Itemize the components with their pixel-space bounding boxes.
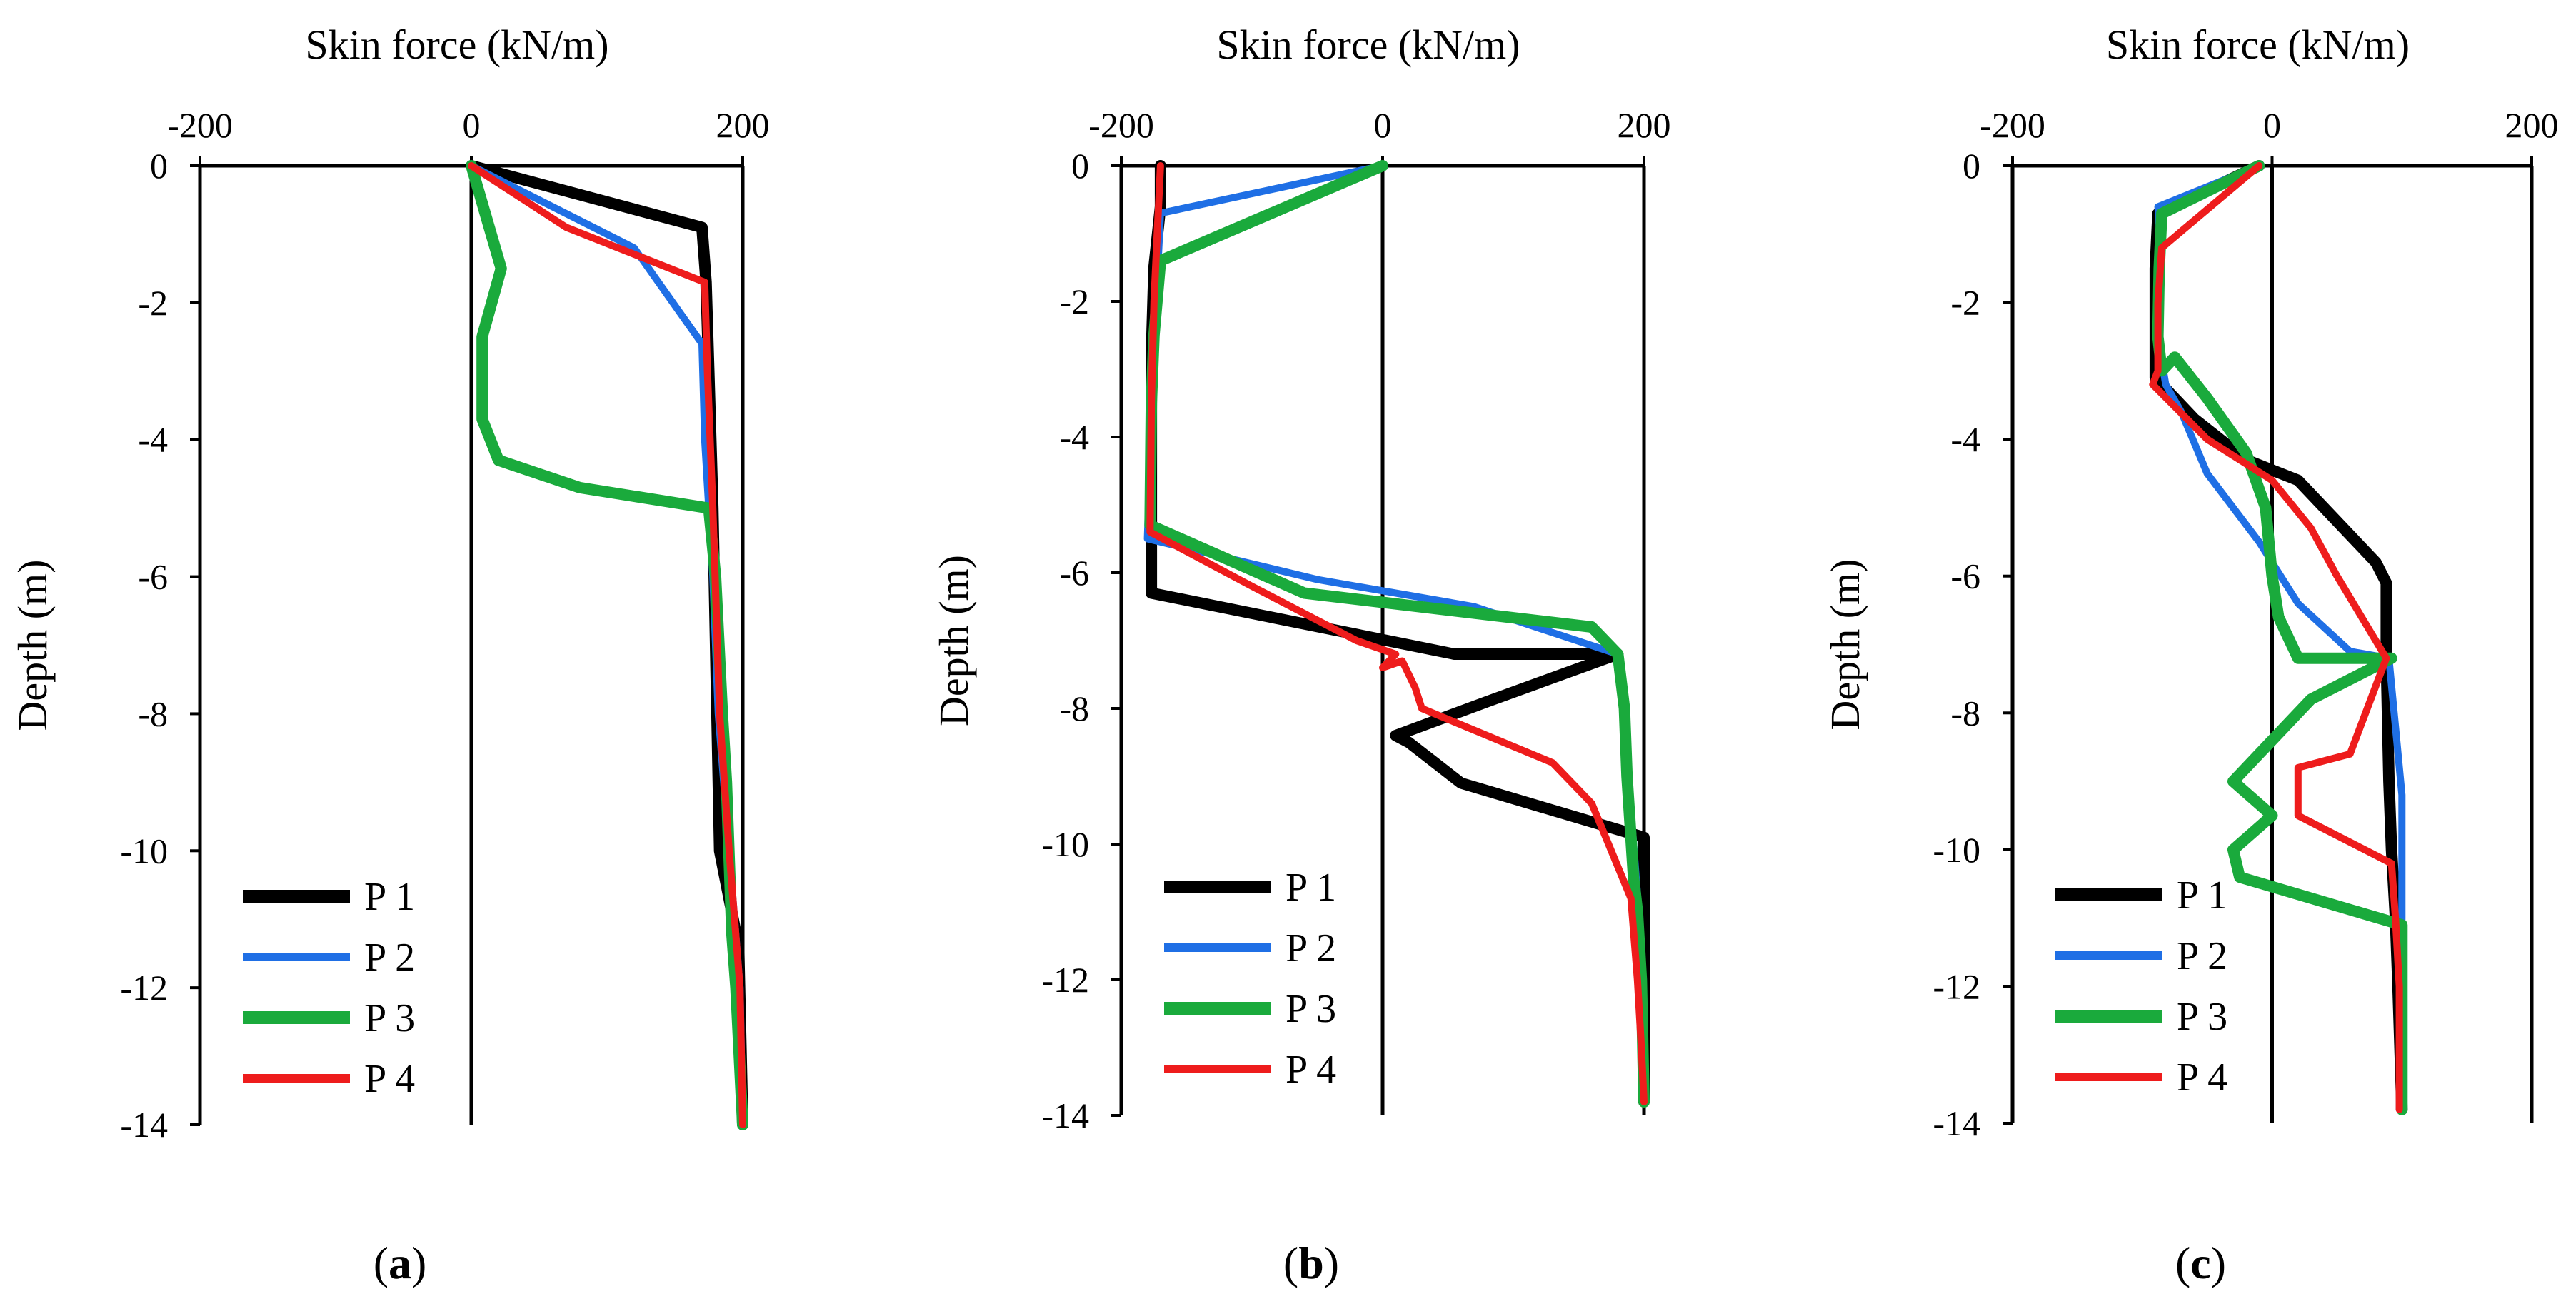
x-axis-title: Skin force (kN/m): [1216, 21, 1520, 68]
y-tick-label: -10: [1933, 830, 1980, 870]
legend-label-p1: P 1: [364, 875, 415, 919]
panel-label: (c): [2175, 1238, 2226, 1288]
series-line-p4: [468, 162, 746, 1128]
x-tick-label: 0: [1374, 105, 1392, 145]
panel-label: (a): [374, 1238, 427, 1288]
series-line-p1: [1146, 160, 1650, 1108]
y-tick-label: -12: [1041, 960, 1089, 1000]
y-tick-label: -4: [138, 420, 168, 460]
series-line-p4: [1146, 162, 1648, 1105]
y-tick-label: -6: [138, 557, 168, 597]
y-tick-label: -4: [1059, 417, 1089, 457]
series-line-p4: [2149, 162, 2403, 1113]
y-tick-label: -8: [1950, 693, 1980, 733]
x-tick-label: -200: [167, 105, 233, 145]
x-tick-label: 0: [2263, 105, 2281, 145]
legend-label-p2: P 2: [1286, 926, 1336, 971]
y-tick-label: -2: [1950, 283, 1980, 323]
y-tick-label: -8: [1059, 688, 1089, 728]
x-tick-label: -200: [1980, 105, 2045, 145]
legend-label-p4: P 4: [1286, 1048, 1336, 1092]
series-line-p3: [466, 160, 748, 1130]
y-tick-label: -2: [1059, 281, 1089, 321]
y-tick-label: -2: [138, 283, 168, 323]
legend-label-p3: P 3: [2177, 995, 2227, 1039]
panel-label: (b): [1283, 1238, 1339, 1288]
legend-label-p4: P 4: [364, 1057, 415, 1101]
y-tick-label: 0: [150, 146, 168, 186]
x-tick-label: 200: [2505, 105, 2559, 145]
y-tick-label: -6: [1059, 553, 1089, 593]
y-axis-title: Depth (m): [931, 555, 977, 726]
x-tick-label: -200: [1088, 105, 1154, 145]
y-tick-label: -8: [138, 693, 168, 733]
y-tick-label: -12: [120, 968, 168, 1008]
legend-label-p1: P 1: [1286, 866, 1336, 910]
y-tick-label: 0: [1963, 146, 1980, 186]
y-tick-label: -6: [1950, 556, 1980, 596]
y-tick-label: -14: [1933, 1103, 1980, 1143]
y-axis-title: Depth (m): [9, 560, 56, 731]
series-line-p2: [1143, 162, 1648, 1105]
y-tick-label: -14: [1041, 1095, 1089, 1135]
y-tick-label: -10: [1041, 824, 1089, 864]
y-tick-label: -12: [1933, 966, 1980, 1006]
legend-label-p1: P 1: [2177, 873, 2227, 918]
x-axis-title: Skin force (kN/m): [2106, 21, 2410, 68]
series-line-p3: [1144, 160, 1650, 1108]
y-tick-label: -14: [120, 1105, 168, 1145]
x-axis-title: Skin force (kN/m): [305, 21, 608, 68]
x-tick-label: 0: [463, 105, 481, 145]
y-tick-label: -10: [120, 831, 168, 871]
y-axis-title: Depth (m): [1822, 559, 1868, 731]
legend-label-p3: P 3: [1286, 987, 1336, 1031]
y-tick-label: 0: [1071, 146, 1089, 186]
y-tick-label: -4: [1950, 419, 1980, 459]
legend-label-p2: P 2: [2177, 934, 2227, 978]
legend-label-p4: P 4: [2177, 1055, 2227, 1100]
x-tick-label: 200: [716, 105, 770, 145]
legend-label-p3: P 3: [364, 996, 415, 1040]
x-tick-label: 200: [1618, 105, 1671, 145]
legend-label-p2: P 2: [364, 936, 415, 980]
